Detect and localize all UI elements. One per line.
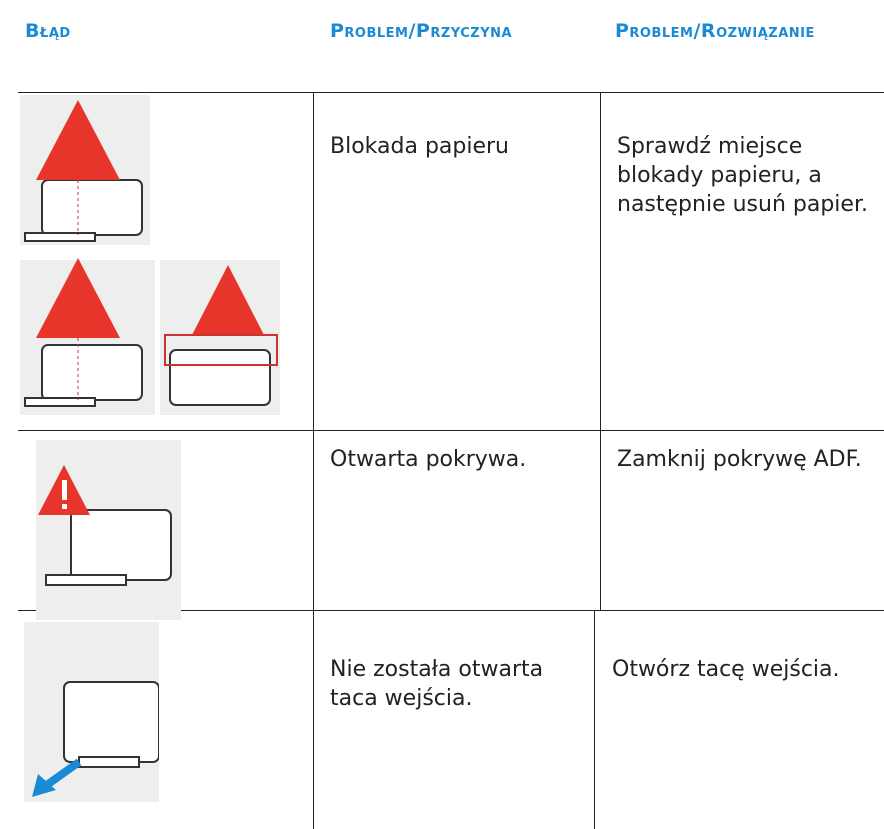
row-line	[18, 92, 884, 93]
col-line	[313, 92, 314, 829]
cell: Otwórz tacę wejścia.	[612, 657, 840, 682]
header-cell: Błąd	[25, 20, 71, 42]
col-line	[600, 92, 601, 610]
cell: Blokada papieru	[330, 134, 509, 159]
col-line	[594, 610, 595, 829]
tray-icon	[24, 622, 159, 802]
cell: Sprawdź miejsce blokady papieru, a nastę…	[617, 134, 868, 217]
row-line	[18, 430, 884, 431]
cover-icon	[36, 440, 181, 620]
header-cell: Problem/Przyczyna	[330, 20, 513, 42]
error-icons	[20, 95, 280, 415]
cell: Nie została otwarta taca wejścia.	[330, 657, 544, 711]
header-cell: Problem/Rozwiązanie	[615, 20, 815, 42]
row-line	[18, 610, 884, 611]
cell: Otwarta pokrywa.	[330, 447, 527, 472]
cell: Zamknij pokrywę ADF.	[617, 447, 862, 472]
